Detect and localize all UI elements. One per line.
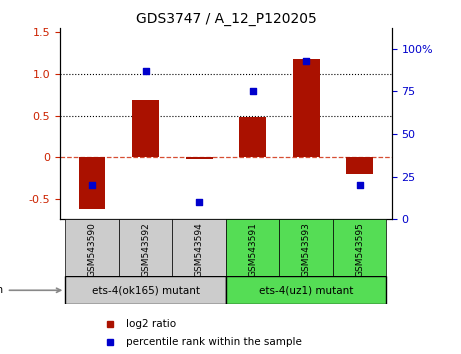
Text: log2 ratio: log2 ratio <box>126 319 177 329</box>
Text: ets-4(uz1) mutant: ets-4(uz1) mutant <box>259 285 354 295</box>
Text: genotype/variation: genotype/variation <box>0 285 61 295</box>
Bar <box>346 157 373 174</box>
Text: GSM543595: GSM543595 <box>355 222 364 277</box>
Bar <box>172 219 226 276</box>
Point <box>142 68 149 74</box>
Point <box>249 88 256 94</box>
Text: GSM543593: GSM543593 <box>301 222 311 277</box>
Text: GSM543592: GSM543592 <box>141 222 150 277</box>
Bar <box>79 157 106 209</box>
Bar <box>226 219 279 276</box>
Text: GSM543591: GSM543591 <box>248 222 257 277</box>
Point <box>302 58 310 64</box>
Bar <box>293 59 319 157</box>
Bar <box>226 276 386 304</box>
Text: GSM543594: GSM543594 <box>195 222 204 277</box>
Bar <box>119 219 172 276</box>
Point <box>195 200 203 205</box>
Text: GSM543590: GSM543590 <box>88 222 96 277</box>
Bar <box>65 276 226 304</box>
Text: percentile rank within the sample: percentile rank within the sample <box>126 337 302 348</box>
Text: ets-4(ok165) mutant: ets-4(ok165) mutant <box>92 285 200 295</box>
Bar <box>65 219 119 276</box>
Point <box>89 183 96 188</box>
Bar <box>239 117 266 157</box>
Point <box>356 183 363 188</box>
Bar <box>279 219 333 276</box>
Title: GDS3747 / A_12_P120205: GDS3747 / A_12_P120205 <box>136 12 316 26</box>
Bar <box>132 100 159 157</box>
Bar <box>186 157 213 159</box>
Bar <box>333 219 386 276</box>
